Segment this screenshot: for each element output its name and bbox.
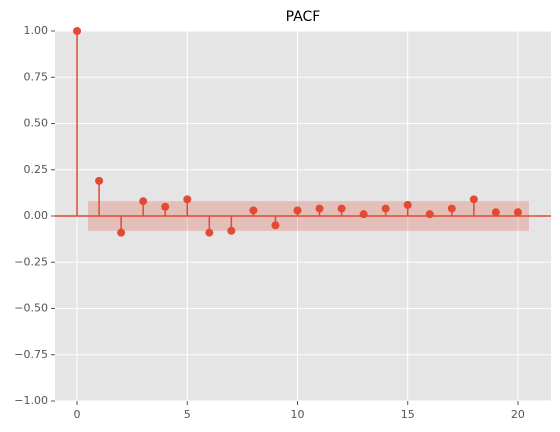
x-tick-label: 20: [511, 408, 525, 421]
y-tick-label: −0.50: [14, 302, 48, 315]
x-tick-label: 15: [401, 408, 415, 421]
marker: [227, 226, 236, 235]
x-tick-label: 0: [74, 408, 81, 421]
chart-title: PACF: [286, 9, 321, 25]
marker: [337, 204, 346, 213]
marker: [183, 195, 192, 204]
marker: [249, 206, 258, 215]
marker: [403, 200, 412, 209]
marker: [315, 204, 324, 213]
marker: [271, 221, 280, 230]
marker: [73, 27, 82, 35]
marker: [469, 195, 478, 204]
marker: [513, 208, 522, 217]
marker: [205, 228, 214, 237]
y-tick-label: −0.25: [14, 255, 48, 268]
marker: [139, 197, 148, 206]
y-tick-label: −0.75: [14, 348, 48, 361]
marker: [425, 210, 434, 219]
marker: [293, 206, 302, 215]
y-tick-label: 0.25: [24, 163, 49, 176]
marker: [161, 202, 170, 211]
y-tick-label: 1.00: [24, 24, 49, 37]
x-tick-label: 5: [184, 408, 191, 421]
marker: [117, 228, 126, 237]
y-tick-label: 0.00: [24, 209, 49, 222]
y-tick-label: 0.75: [24, 70, 49, 83]
y-tick-label: −1.00: [14, 394, 48, 407]
y-tick-label: 0.50: [24, 117, 49, 130]
marker: [95, 176, 104, 185]
x-tick-label: 10: [290, 408, 304, 421]
marker: [381, 204, 390, 213]
marker: [359, 210, 368, 219]
marker: [491, 208, 500, 217]
marker: [447, 204, 456, 213]
